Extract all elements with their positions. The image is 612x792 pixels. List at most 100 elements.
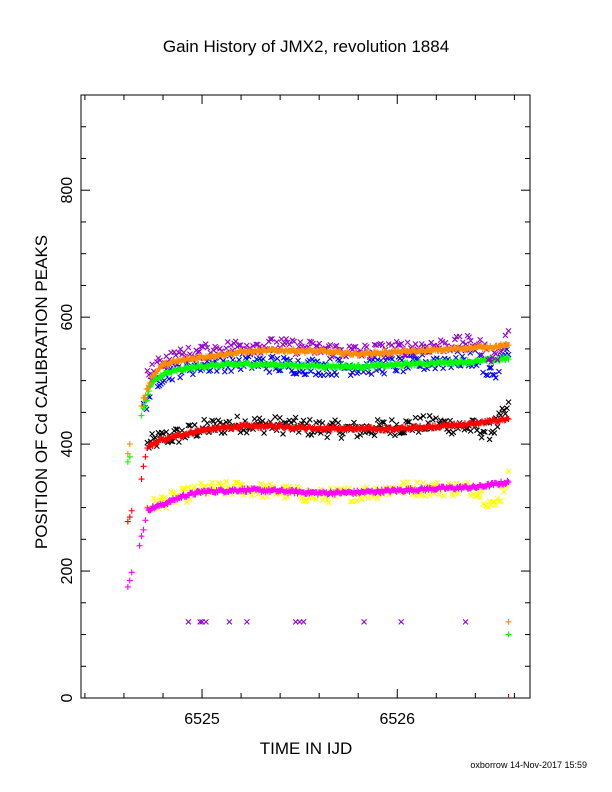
cross-point bbox=[429, 417, 436, 423]
cross-point bbox=[338, 435, 345, 441]
cross-point bbox=[404, 478, 411, 485]
cross-point bbox=[267, 336, 274, 343]
plus-point bbox=[124, 583, 131, 590]
cross-point bbox=[276, 414, 283, 421]
cross-point bbox=[295, 357, 301, 364]
cross-point bbox=[450, 492, 457, 499]
cross-point bbox=[494, 495, 501, 502]
cross-point bbox=[198, 343, 204, 350]
cross-point bbox=[179, 427, 185, 434]
cross-point bbox=[412, 414, 419, 421]
axis-ticks bbox=[81, 94, 530, 699]
cross-point bbox=[388, 417, 395, 423]
footer-credit: oxborrow 14-Nov-2017 15:59 bbox=[470, 760, 587, 770]
plus-point bbox=[417, 422, 424, 429]
plus-point bbox=[128, 507, 135, 514]
cross-point bbox=[347, 372, 354, 379]
cross-point bbox=[171, 349, 178, 355]
data-points bbox=[124, 327, 512, 698]
cross-point bbox=[404, 419, 411, 425]
cross-point bbox=[291, 418, 297, 424]
cross-point bbox=[312, 371, 319, 378]
cross-point bbox=[459, 339, 466, 346]
plus-point bbox=[495, 482, 502, 489]
cross-point bbox=[477, 494, 484, 501]
plus-point bbox=[159, 363, 166, 370]
cross-point bbox=[368, 371, 375, 377]
y-tick-label: 800 bbox=[59, 177, 76, 204]
cross-point bbox=[379, 342, 386, 349]
plus-point bbox=[128, 569, 135, 576]
cross-point bbox=[502, 332, 509, 339]
cross-point bbox=[228, 368, 235, 375]
plus-point bbox=[147, 507, 154, 514]
cross-point bbox=[272, 413, 279, 420]
cross-point bbox=[180, 349, 187, 356]
cross-point bbox=[157, 496, 163, 503]
cross-point bbox=[244, 618, 250, 625]
cross-point bbox=[324, 434, 331, 441]
cross-point bbox=[301, 371, 308, 378]
plus-point bbox=[126, 514, 133, 521]
plus-point bbox=[138, 412, 145, 419]
plus-point bbox=[190, 430, 197, 437]
cross-point bbox=[505, 468, 512, 475]
cross-point bbox=[269, 353, 276, 360]
cross-point bbox=[466, 334, 472, 341]
cross-point bbox=[209, 417, 215, 424]
plus-point bbox=[126, 453, 133, 460]
cross-point bbox=[292, 414, 299, 421]
cross-point bbox=[363, 344, 370, 350]
cross-point bbox=[500, 407, 507, 414]
cross-point bbox=[291, 338, 297, 345]
cross-point bbox=[478, 488, 485, 495]
cross-point bbox=[395, 342, 402, 348]
plus-point bbox=[458, 357, 465, 364]
cross-point bbox=[400, 368, 407, 375]
cross-point bbox=[374, 417, 381, 423]
y-axis-label: POSITION OF Cd CALIBRATION PEAKS bbox=[32, 235, 51, 549]
plus-point bbox=[505, 479, 512, 486]
plus-point bbox=[124, 518, 131, 525]
cross-point bbox=[228, 342, 234, 349]
cross-point bbox=[505, 327, 512, 334]
plus-point bbox=[149, 442, 156, 449]
cross-point bbox=[505, 399, 512, 406]
plus-point bbox=[142, 398, 149, 405]
plus-point bbox=[142, 517, 149, 524]
cross-point bbox=[319, 497, 326, 504]
cross-point bbox=[379, 419, 386, 425]
plus-point bbox=[138, 533, 145, 540]
cross-point bbox=[283, 336, 290, 342]
cross-point bbox=[161, 377, 168, 384]
cross-point bbox=[196, 348, 203, 355]
cross-point bbox=[488, 364, 494, 371]
cross-point bbox=[324, 496, 331, 503]
cross-point bbox=[303, 497, 310, 504]
cross-point bbox=[488, 359, 495, 365]
cross-point bbox=[333, 342, 340, 349]
y-tick-label: 600 bbox=[59, 304, 76, 331]
cross-point bbox=[352, 343, 359, 350]
cross-point bbox=[266, 369, 273, 376]
cross-point bbox=[261, 430, 267, 436]
cross-point bbox=[336, 357, 343, 364]
cross-point bbox=[478, 434, 485, 441]
cross-point bbox=[182, 485, 189, 492]
plus-point bbox=[505, 342, 512, 349]
cross-point bbox=[205, 368, 212, 375]
cross-point bbox=[248, 492, 255, 499]
plus-point bbox=[501, 344, 508, 351]
cross-point bbox=[440, 492, 447, 499]
plus-point bbox=[504, 477, 511, 484]
cross-point bbox=[300, 618, 307, 625]
cross-point bbox=[374, 495, 381, 502]
cross-point bbox=[316, 340, 323, 347]
cross-point bbox=[462, 618, 469, 625]
cross-point bbox=[213, 368, 220, 374]
cross-point bbox=[492, 374, 499, 381]
cross-point bbox=[150, 495, 157, 502]
cross-point bbox=[314, 343, 321, 350]
plus-point bbox=[124, 450, 131, 457]
